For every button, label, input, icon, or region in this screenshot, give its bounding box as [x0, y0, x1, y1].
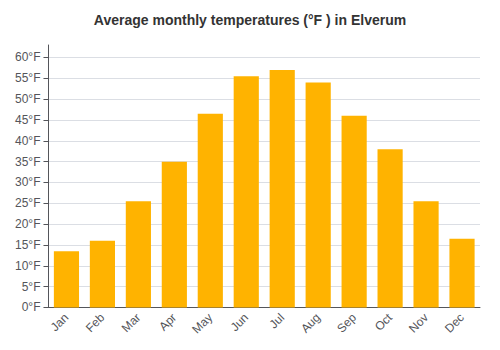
svg-text:0°F: 0°F	[22, 300, 41, 314]
svg-text:Oct: Oct	[372, 310, 396, 334]
svg-text:15°F: 15°F	[15, 238, 40, 252]
svg-text:Jul: Jul	[266, 311, 287, 332]
svg-text:35°F: 35°F	[15, 155, 40, 169]
svg-text:60°F: 60°F	[15, 50, 40, 64]
svg-text:50°F: 50°F	[15, 92, 40, 106]
svg-text:Mar: Mar	[119, 311, 144, 335]
svg-text:Sep: Sep	[334, 310, 359, 335]
svg-text:30°F: 30°F	[15, 175, 40, 189]
svg-text:10°F: 10°F	[15, 259, 40, 273]
svg-text:Dec: Dec	[442, 311, 467, 336]
svg-text:40°F: 40°F	[15, 134, 40, 148]
svg-text:5°F: 5°F	[22, 280, 41, 294]
svg-text:55°F: 55°F	[15, 71, 40, 85]
svg-text:45°F: 45°F	[15, 113, 40, 127]
svg-text:Feb: Feb	[83, 310, 108, 335]
svg-text:Aug: Aug	[298, 311, 323, 336]
svg-text:Jun: Jun	[228, 311, 252, 335]
svg-text:20°F: 20°F	[15, 217, 40, 231]
svg-text:Jan: Jan	[48, 311, 72, 335]
svg-text:Apr: Apr	[156, 311, 179, 334]
svg-text:May: May	[189, 311, 215, 337]
svg-text:Average monthly temperatures (: Average monthly temperatures (°F ) in El…	[94, 12, 406, 28]
svg-text:25°F: 25°F	[15, 196, 40, 210]
svg-text:Nov: Nov	[406, 311, 431, 336]
